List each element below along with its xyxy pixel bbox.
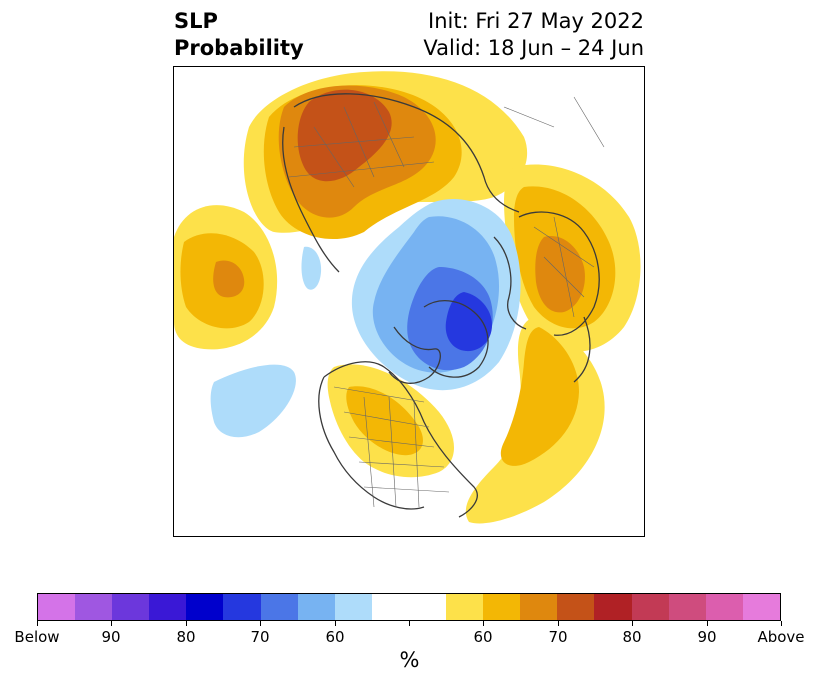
colorbar-tick-label: 90: [101, 628, 121, 646]
colorbar-swatch: [446, 594, 484, 620]
colorbar-swatch: [297, 594, 335, 620]
colorbar-swatch: [668, 594, 706, 620]
colorbar-tick: [409, 621, 410, 626]
colorbar-swatch: [705, 594, 743, 620]
coastlines: [282, 93, 600, 518]
colorbar-swatch: [520, 594, 558, 620]
colorbar-tick: [707, 621, 708, 626]
colorbar-tick: [335, 621, 336, 626]
colorbar-swatch: [75, 594, 113, 620]
colorbar-tick-label: Above: [757, 628, 805, 646]
colorbar-swatch: [408, 594, 447, 620]
pos-region-atlantic-mid: [500, 327, 579, 466]
title-line-2: Probability: [174, 36, 304, 60]
map-title: SLP Probability: [174, 8, 304, 62]
pos-region-namerica-mid: [346, 386, 423, 456]
colorbar-tick: [111, 621, 112, 626]
colorbar-tick: [632, 621, 633, 626]
colorbar-swatch: [112, 594, 150, 620]
neg-region-arctic-core: [445, 292, 492, 352]
pos-region-west-core: [213, 260, 245, 298]
map-canvas: [174, 71, 641, 524]
colorbar-tick-label: Below: [14, 628, 60, 646]
colorbar-swatch: [594, 594, 632, 620]
colorbar: [37, 593, 781, 621]
colorbar-tick: [483, 621, 484, 626]
colorbar-tick: [37, 621, 38, 626]
colorbar-tick: [186, 621, 187, 626]
pos-region-east-core: [535, 236, 585, 313]
neg-region-pacific: [210, 364, 296, 438]
colorbar-tick-label: 60: [325, 628, 345, 646]
colorbar-swatch: [371, 594, 409, 620]
colorbar-tick-label: 80: [176, 628, 196, 646]
colorbar-tick-label: 70: [548, 628, 568, 646]
colorbar-swatch: [260, 594, 298, 620]
political-borders: [288, 96, 605, 508]
colorbar-swatch: [557, 594, 595, 620]
colorbar-swatch: [742, 594, 780, 620]
colorbar-tick: [558, 621, 559, 626]
colorbar-swatch: [38, 594, 76, 620]
colorbar-swatch: [334, 594, 372, 620]
valid-range: Valid: 18 Jun – 24 Jun: [423, 36, 644, 60]
colorbar-label: %: [399, 648, 420, 672]
colorbar-swatch: [186, 594, 224, 620]
colorbar-swatch: [223, 594, 261, 620]
colorbar-swatch: [631, 594, 669, 620]
colorbar-tick-label: 80: [622, 628, 642, 646]
colorbar-tick: [260, 621, 261, 626]
colorbar-swatch: [483, 594, 521, 620]
colorbar-ticks: Below 90 80 70 60 60 70 80 90 Above: [14, 621, 805, 651]
pos-region-eurasia-core: [297, 89, 392, 182]
init-date: Init: Fri 27 May 2022: [428, 9, 644, 33]
colorbar-tick-label: 60: [473, 628, 493, 646]
colorbar-tick-label: 90: [697, 628, 717, 646]
colorbar-swatch: [149, 594, 187, 620]
title-line-1: SLP: [174, 9, 218, 33]
colorbar-tick-label: 70: [250, 628, 270, 646]
date-info: Init: Fri 27 May 2022 Valid: 18 Jun – 24…: [423, 8, 644, 62]
colorbar-tick: [781, 621, 782, 626]
neg-region-small: [301, 246, 322, 290]
polar-map: [173, 66, 645, 537]
